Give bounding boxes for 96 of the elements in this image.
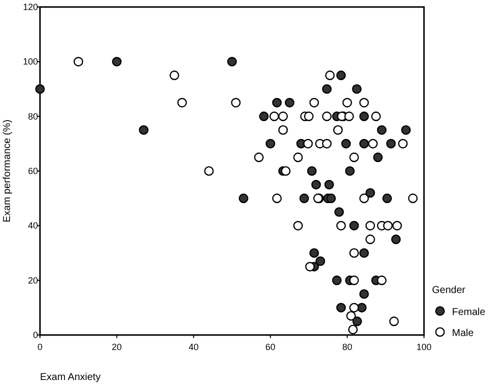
y-tick-label: 20 xyxy=(28,275,38,286)
point xyxy=(278,112,288,122)
point xyxy=(254,152,264,162)
point xyxy=(272,98,282,108)
point xyxy=(35,84,45,94)
point xyxy=(280,166,291,176)
point xyxy=(293,220,303,230)
point xyxy=(344,112,354,122)
point xyxy=(322,112,332,122)
point xyxy=(336,220,346,230)
point xyxy=(309,248,319,258)
point xyxy=(309,98,319,108)
point xyxy=(311,180,321,190)
point xyxy=(177,98,187,108)
point xyxy=(382,194,392,204)
point xyxy=(365,188,376,198)
point xyxy=(365,234,376,244)
point xyxy=(322,138,332,148)
point xyxy=(389,316,399,326)
y-tick-label: 60 xyxy=(28,166,38,176)
point xyxy=(304,112,314,122)
point xyxy=(373,152,383,162)
point xyxy=(272,194,282,204)
point xyxy=(325,70,335,80)
point xyxy=(359,138,369,148)
point xyxy=(359,112,369,122)
point xyxy=(307,166,317,176)
x-tick-label: 40 xyxy=(188,342,199,352)
point xyxy=(359,289,369,299)
y-tick-label: 40 xyxy=(28,220,38,231)
point xyxy=(303,138,313,148)
point xyxy=(293,152,303,162)
y-tick-label: 80 xyxy=(28,111,38,122)
point xyxy=(359,248,369,258)
point xyxy=(391,234,401,244)
point xyxy=(345,166,355,176)
point xyxy=(299,194,309,204)
point xyxy=(227,56,237,66)
point xyxy=(231,98,241,108)
point xyxy=(401,125,411,135)
point xyxy=(376,276,387,286)
point xyxy=(365,220,376,230)
point xyxy=(371,112,381,122)
point xyxy=(332,276,342,286)
point xyxy=(326,194,336,204)
point xyxy=(266,138,276,148)
point xyxy=(204,166,214,176)
point xyxy=(349,152,359,162)
point xyxy=(336,70,346,80)
legend-label: Female xyxy=(452,307,486,318)
point xyxy=(324,180,334,190)
point xyxy=(341,138,351,148)
point xyxy=(333,125,343,135)
y-tick-label: 120 xyxy=(22,2,38,12)
point xyxy=(383,220,393,230)
x-tick-label: 20 xyxy=(112,342,122,352)
point xyxy=(348,324,358,334)
legend-title: Gender xyxy=(432,285,466,296)
point xyxy=(392,220,402,230)
point xyxy=(349,248,359,258)
x-axis-title: Exam Anxiety xyxy=(40,372,101,383)
point xyxy=(112,56,122,66)
point xyxy=(356,302,367,312)
point xyxy=(74,56,84,66)
x-tick-label: 60 xyxy=(265,342,276,352)
point xyxy=(386,138,396,148)
point xyxy=(342,98,352,108)
point xyxy=(352,316,362,326)
point xyxy=(259,112,269,122)
y-axis-title: Exam performance (%) xyxy=(2,120,13,222)
y-tick-label: 100 xyxy=(22,56,38,67)
point xyxy=(138,125,148,135)
point xyxy=(352,84,362,94)
point xyxy=(284,98,294,108)
legend-label: Male xyxy=(452,328,474,339)
point xyxy=(170,70,180,80)
point xyxy=(359,194,369,204)
point xyxy=(278,125,288,135)
point xyxy=(316,256,326,266)
point xyxy=(346,311,356,321)
point xyxy=(408,194,418,204)
point xyxy=(322,84,332,94)
point xyxy=(349,276,359,286)
point xyxy=(368,138,378,148)
point xyxy=(398,138,408,148)
point xyxy=(336,302,346,312)
point xyxy=(349,220,359,230)
point xyxy=(305,262,315,272)
point xyxy=(238,194,248,204)
point xyxy=(334,207,344,217)
point xyxy=(376,125,387,135)
x-tick-label: 100 xyxy=(416,342,432,352)
point xyxy=(269,112,280,122)
point xyxy=(359,98,369,108)
point xyxy=(349,302,359,312)
x-tick-label: 80 xyxy=(342,342,352,352)
